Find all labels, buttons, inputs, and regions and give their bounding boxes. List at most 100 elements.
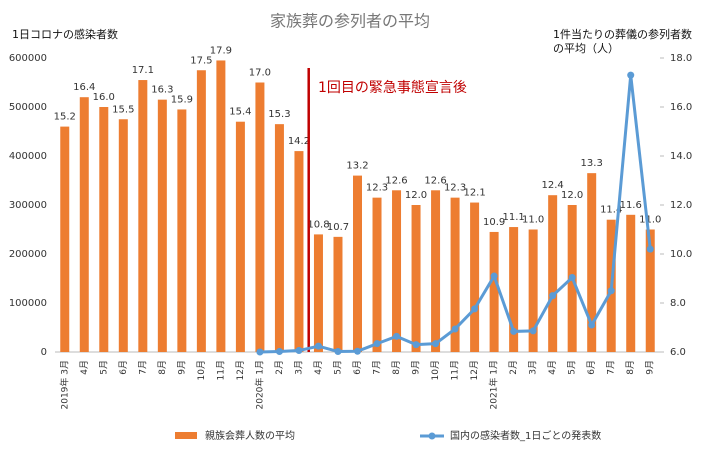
bar-value-label: 16.0 xyxy=(93,92,115,103)
bar xyxy=(587,173,597,352)
y-tick-label: 100000 xyxy=(9,298,47,309)
line-marker xyxy=(275,348,283,356)
x-tick-label: 2月 xyxy=(274,360,285,375)
bar-value-label: 12.1 xyxy=(463,188,485,199)
legend-label: 国内の感染者数_1日ごとの発表数 xyxy=(450,429,601,442)
line-marker xyxy=(451,325,459,333)
bar-value-label: 14.2 xyxy=(288,136,310,147)
bar xyxy=(645,229,655,352)
bar xyxy=(157,99,167,353)
bar-value-label: 13.3 xyxy=(581,158,603,169)
line-marker xyxy=(588,321,596,329)
line-marker xyxy=(432,340,440,348)
bar-value-label: 10.8 xyxy=(307,219,329,230)
x-tick-label: 9月 xyxy=(411,360,422,375)
y2-axis-title: 1件当たりの葬儀の参列者数の平均（人） xyxy=(553,28,692,55)
x-tick-label: 5月 xyxy=(567,360,578,375)
bar xyxy=(431,190,441,352)
y2-tick-label: 12.0 xyxy=(670,200,692,211)
bar xyxy=(99,107,109,352)
line-marker xyxy=(549,292,557,300)
bar-value-label: 16.4 xyxy=(73,82,95,93)
x-tick-label: 11月 xyxy=(450,360,461,380)
x-tick-label: 6月 xyxy=(586,360,597,375)
y2-tick-label: 16.0 xyxy=(670,102,692,113)
bar-value-label: 12.3 xyxy=(444,183,466,194)
bar-value-label: 12.0 xyxy=(405,190,427,201)
y2-tick-label: 18.0 xyxy=(670,53,692,64)
bar-value-label: 17.9 xyxy=(210,45,232,56)
bar-value-label: 17.5 xyxy=(190,55,212,66)
bar xyxy=(489,231,499,352)
bar-value-label: 11.6 xyxy=(620,200,642,211)
bar xyxy=(79,97,89,352)
x-tick-label: 10月 xyxy=(196,360,207,380)
bar-value-label: 15.2 xyxy=(54,112,76,123)
line-marker xyxy=(334,348,342,356)
x-tick-label: 3月 xyxy=(293,360,304,375)
bar-value-label: 13.2 xyxy=(346,161,368,172)
y-tick-label: 600000 xyxy=(9,53,47,64)
legend-swatch xyxy=(428,432,436,440)
legend-swatch xyxy=(175,432,197,439)
x-tick-label: 4月 xyxy=(547,360,558,375)
x-tick-label: 2019年 3月 xyxy=(58,360,70,410)
line-marker xyxy=(646,245,654,253)
line-marker xyxy=(510,327,518,335)
bar-value-label: 11.0 xyxy=(639,215,661,226)
x-tick-label: 6月 xyxy=(352,360,363,375)
y-tick-label: 0 xyxy=(41,347,47,358)
x-tick-label: 4月 xyxy=(313,360,324,375)
bar xyxy=(118,119,128,352)
bar xyxy=(313,234,323,352)
y2-tick-label: 10.0 xyxy=(670,249,692,260)
line-marker xyxy=(529,327,537,335)
x-tick-label: 5月 xyxy=(332,360,343,375)
x-tick-label: 3月 xyxy=(528,360,539,375)
line-marker xyxy=(256,348,264,356)
y-axis-title: 1日コロナの感染者数 xyxy=(12,28,118,41)
x-tick-label: 2月 xyxy=(508,360,519,375)
bar-value-label: 17.1 xyxy=(132,65,154,76)
x-tick-label: 6月 xyxy=(118,360,129,375)
x-tick-label: 12月 xyxy=(235,360,246,380)
bar-value-label: 15.9 xyxy=(171,94,193,105)
y2-tick-label: 14.0 xyxy=(670,151,692,162)
line-marker xyxy=(568,274,576,282)
x-tick-label: 2021年 1月 xyxy=(488,360,500,410)
y-tick-label: 200000 xyxy=(9,249,47,260)
bar xyxy=(411,205,421,352)
bar-value-label: 11.4 xyxy=(600,205,622,216)
bar-value-label: 11.0 xyxy=(522,215,544,226)
y-tick-label: 500000 xyxy=(9,102,47,113)
x-tick-label: 9月 xyxy=(176,360,187,375)
line-marker xyxy=(373,340,381,348)
y-tick-label: 300000 xyxy=(9,200,47,211)
bar xyxy=(626,214,636,352)
bar-value-label: 10.7 xyxy=(327,222,349,233)
bar-value-label: 11.1 xyxy=(502,212,524,223)
line-marker xyxy=(354,347,361,355)
x-tick-label: 7月 xyxy=(372,360,383,375)
bar-value-label: 10.9 xyxy=(483,217,505,228)
bar xyxy=(235,121,245,352)
x-tick-label: 11月 xyxy=(215,360,226,380)
bar-value-label: 16.3 xyxy=(151,85,173,96)
bar xyxy=(255,82,265,352)
x-tick-label: 4月 xyxy=(79,360,90,375)
bar-value-label: 15.5 xyxy=(112,104,134,115)
y-tick-label: 400000 xyxy=(9,151,47,162)
bar-value-label: 12.6 xyxy=(424,175,446,186)
bar xyxy=(196,70,206,352)
bar xyxy=(353,175,362,352)
x-tick-label: 7月 xyxy=(606,360,617,375)
line-marker xyxy=(295,347,303,355)
x-tick-label: 2020年 1月 xyxy=(253,360,265,410)
line-marker xyxy=(314,342,322,350)
bar xyxy=(528,229,538,352)
bar xyxy=(216,60,226,352)
bar xyxy=(548,195,558,352)
x-tick-label: 10月 xyxy=(430,360,441,380)
